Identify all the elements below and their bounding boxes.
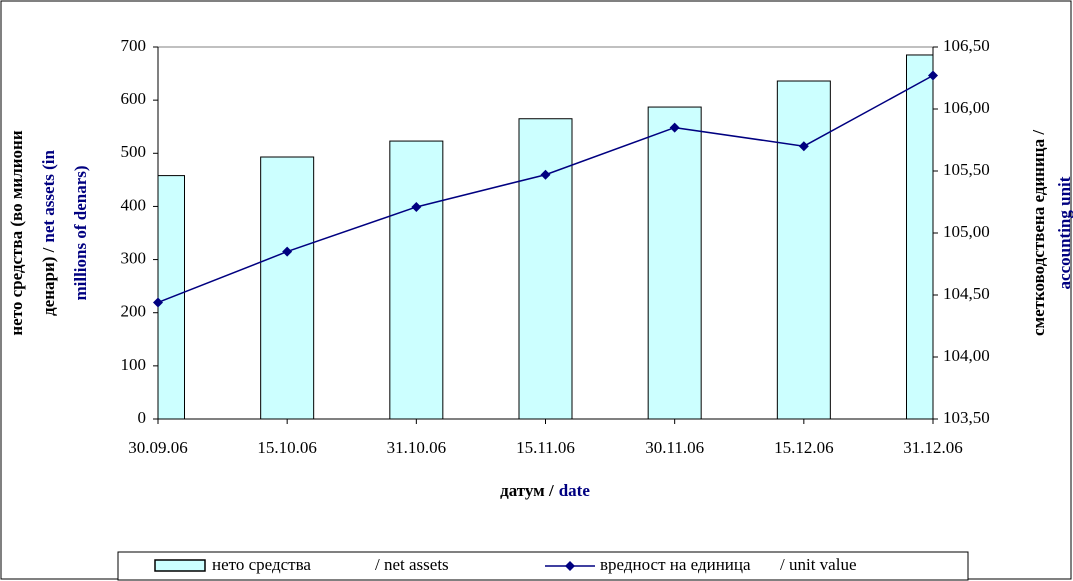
x-tick-label: 31.12.06 xyxy=(903,438,963,457)
line-marker xyxy=(153,297,163,308)
bar xyxy=(647,106,702,419)
bars xyxy=(158,54,933,419)
x-tick-label: 30.11.06 xyxy=(645,438,704,457)
y-tick-label: 100 xyxy=(121,355,147,374)
legend-marker xyxy=(565,561,575,571)
y2-tick-label: 106,00 xyxy=(943,98,990,117)
y-axis-label: нето средства (во милиони xyxy=(7,130,26,335)
y-tick-label: 300 xyxy=(121,248,147,267)
legend-label: нето средства xyxy=(212,555,311,574)
y-tick-label: 400 xyxy=(121,195,147,214)
legend-label-en: / net assets xyxy=(375,555,449,574)
x-axis-label: датум / date xyxy=(500,481,590,500)
y2-tick-label: 104,50 xyxy=(943,284,990,303)
legend-label-en: / unit value xyxy=(780,555,856,574)
y-axis-label-part: нето средства (во милиони xyxy=(7,130,26,335)
y2-axis-label: сметководствена единица / xyxy=(1029,130,1048,336)
y-tick-label: 600 xyxy=(121,89,147,108)
x-tick-label: 31.10.06 xyxy=(387,438,447,457)
y2-tick-label: 104,00 xyxy=(943,346,990,365)
y-axis-label: денари) / net assets (in xyxy=(39,150,58,316)
y2-axis-label-part: accounting unit xyxy=(1055,176,1073,289)
x-tick-label: 15.12.06 xyxy=(774,438,834,457)
line-marker xyxy=(928,70,938,81)
y-tick-label: 0 xyxy=(138,408,147,427)
y-axis-label: millions of denars) xyxy=(71,165,90,300)
y-tick-label: 500 xyxy=(121,142,147,161)
y2-axis-label: accounting unit xyxy=(1055,176,1073,289)
bar xyxy=(776,80,831,419)
legend-label: вредност на единица xyxy=(600,555,751,574)
y-axis-label-part: net assets (in xyxy=(39,150,58,243)
line-marker xyxy=(669,122,680,133)
legend-swatch xyxy=(154,559,206,572)
y-tick-label: 200 xyxy=(121,302,147,321)
y-axis-label-part: денари) / xyxy=(39,247,58,316)
line-marker xyxy=(540,169,551,180)
legend-box xyxy=(117,551,969,581)
x-tick-label: 15.11.06 xyxy=(516,438,575,457)
y2-tick-label: 105,50 xyxy=(943,160,990,179)
bar xyxy=(260,156,315,419)
bar xyxy=(518,118,573,419)
y2-axis-label-part: сметководствена единица / xyxy=(1029,130,1048,336)
x-axis-label-part: date xyxy=(559,481,591,500)
y2-tick-label: 106,50 xyxy=(943,36,990,55)
bar xyxy=(389,140,444,419)
y-tick-label: 700 xyxy=(121,36,147,55)
x-tick-label: 30.09.06 xyxy=(128,438,188,457)
y2-tick-label: 103,50 xyxy=(943,408,990,427)
line-marker xyxy=(798,141,809,152)
line-marker xyxy=(282,246,293,257)
x-axis-label-part: датум / xyxy=(500,481,554,500)
x-tick-label: 15.10.06 xyxy=(257,438,317,457)
y2-tick-label: 105,00 xyxy=(943,222,990,241)
bar xyxy=(906,54,933,419)
line-marker xyxy=(411,201,422,212)
y-axis-label-part: millions of denars) xyxy=(71,165,90,300)
